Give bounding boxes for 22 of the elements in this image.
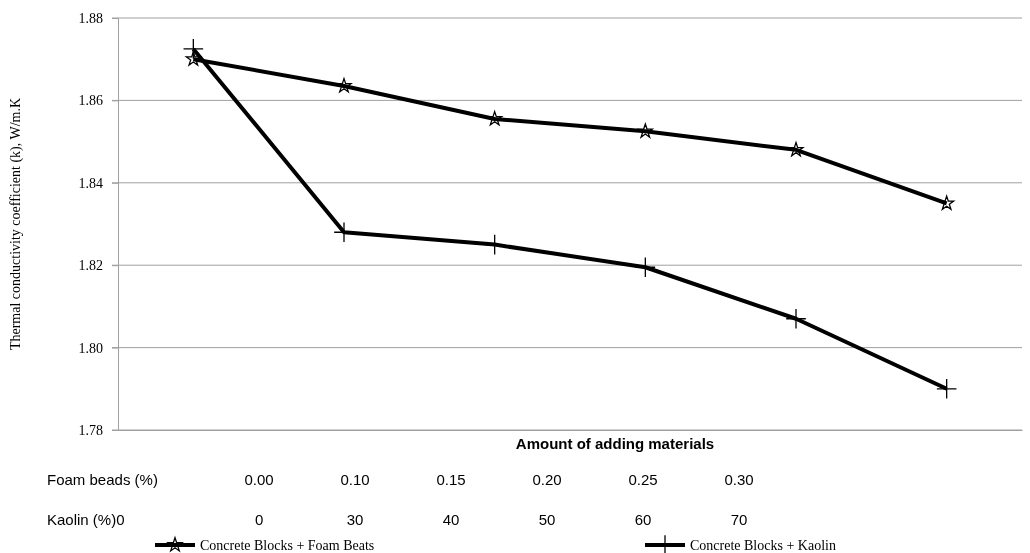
point: [487, 110, 503, 126]
y-tick-label: 1.86: [78, 93, 103, 109]
point: [939, 195, 955, 210]
legend-label: Concrete Blocks + Kaolin: [690, 538, 836, 553]
y-tick-label: 1.82: [78, 258, 103, 274]
text: Kaolin (%)0 0 30 40 50 60 70: [47, 511, 748, 528]
point: [336, 78, 352, 93]
legend-label: Concrete Blocks + Foam Beats: [200, 538, 375, 553]
point: [936, 378, 958, 400]
point: [788, 141, 804, 157]
point: [185, 51, 201, 66]
text: Foam beads (%) 0.00 0.10 0.15 0.20 0.25 0.30: [47, 471, 754, 488]
y-axis-title: Thermal conductivity coefficient (k), W/m.K: [8, 97, 24, 351]
point: [637, 123, 653, 138]
y-tick-label: 1.88: [78, 10, 103, 26]
y-tick-label: 1.78: [78, 422, 103, 438]
point: [634, 256, 656, 278]
x-axis-title: Amount of adding materials: [515, 435, 715, 452]
y-tick-label: 1.84: [78, 175, 103, 191]
point: [182, 38, 204, 60]
point: [785, 308, 807, 330]
y-tick-label: 1.80: [78, 340, 103, 356]
